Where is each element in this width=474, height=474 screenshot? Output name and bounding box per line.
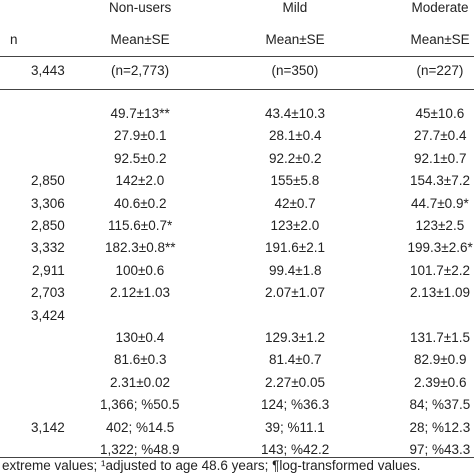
value-cell: 142±2.0 (115, 173, 165, 189)
n-header: n (10, 32, 18, 47)
value-cell: 2.39±0.6 (414, 374, 467, 390)
value-cell: 1,322; %48.9 (100, 442, 180, 457)
value-cell: 42±0.7 (274, 195, 316, 211)
value-cell: 1,366; %50.5 (100, 397, 180, 413)
value-cell: 123±2.5 (415, 218, 465, 233)
value-cell: 143; %42.2 (261, 442, 330, 457)
n-cell: 2,850 (31, 218, 65, 233)
header-rule (0, 56, 474, 57)
value-cell: 28.1±0.4 (269, 128, 322, 144)
value-cell: 123±2.0 (270, 218, 320, 233)
value-cell: 2.12±1.03 (110, 285, 170, 301)
value-cell: 131.7±1.5 (410, 330, 470, 345)
value-cell: 129.3±1.2 (265, 330, 325, 345)
value-cell: 39; %11.1 (265, 419, 325, 435)
count-cell: (n=350) (271, 63, 319, 78)
value-cell: 2.13±1.09 (410, 285, 470, 301)
value-cell: 27.9±0.1 (114, 128, 167, 144)
footnote: extreme values; ¹adjusted to age 48.6 ye… (2, 458, 421, 473)
value-cell: 155±5.8 (270, 173, 320, 189)
footer-rule (0, 457, 474, 458)
count-rule (0, 89, 474, 90)
value-cell: 402; %14.5 (106, 419, 175, 435)
n-cell: 3,142 (31, 419, 65, 435)
value-cell: 100±0.6 (115, 262, 165, 278)
value-cell: 44.7±0.9* (411, 195, 469, 211)
value-cell: 2.31±0.02 (110, 374, 170, 390)
value-cell: 199.3±2.6* (407, 240, 473, 256)
n-cell: 2,703 (31, 285, 65, 301)
value-cell: 97; %43.3 (409, 442, 471, 457)
value-cell: 49.7±13** (110, 106, 170, 121)
value-cell: 81.4±0.7 (269, 352, 322, 368)
count-cell: (n=2,773) (111, 63, 170, 78)
value-cell: 2.07±1.07 (265, 285, 325, 301)
stat-header: Mean±SE (410, 32, 470, 47)
value-cell: 27.7±0.4 (414, 128, 467, 144)
group-header: Mild (282, 0, 308, 15)
value-cell: 43.4±10.3 (265, 106, 325, 121)
value-cell: 84; %37.5 (409, 397, 471, 413)
value-cell: 99.4±1.8 (269, 262, 322, 278)
n-cell: 3,306 (31, 195, 65, 211)
value-cell: 82.9±0.9 (414, 352, 467, 368)
n-cell: 2,850 (31, 173, 65, 189)
value-cell: 92.5±0.2 (114, 150, 167, 166)
value-cell: 40.6±0.2 (114, 195, 167, 211)
stat-header: Mean±SE (110, 32, 170, 47)
value-cell: 45±10.6 (415, 106, 465, 121)
value-cell: 124; %36.3 (261, 397, 330, 413)
group-header: Moderate (411, 0, 469, 15)
n-cell: 3,443 (31, 63, 65, 78)
value-cell: 28; %12.3 (409, 419, 471, 435)
value-cell: 182.3±0.8** (105, 240, 176, 256)
group-header: Non-users (109, 0, 172, 15)
value-cell: 2.27±0.05 (265, 374, 325, 390)
count-cell: (n=227) (416, 63, 464, 78)
value-cell: 92.1±0.7 (414, 150, 467, 166)
n-cell: 2,911 (32, 262, 65, 278)
n-cell: 3,424 (31, 307, 65, 323)
value-cell: 81.6±0.3 (114, 352, 167, 368)
stat-header: Mean±SE (265, 32, 325, 47)
value-cell: 191.6±2.1 (265, 240, 325, 256)
value-cell: 101.7±2.2 (410, 262, 470, 278)
value-cell: 154.3±7.2 (410, 173, 470, 189)
n-cell: 3,332 (31, 240, 65, 256)
value-cell: 92.2±0.2 (269, 150, 322, 166)
value-cell: 115.6±0.7* (108, 218, 173, 233)
value-cell: 130±0.4 (115, 330, 165, 345)
